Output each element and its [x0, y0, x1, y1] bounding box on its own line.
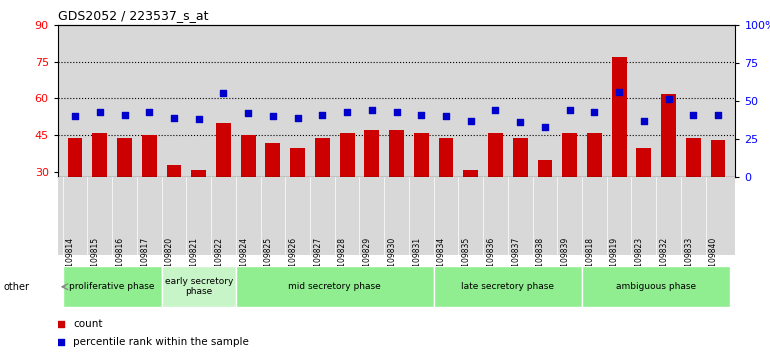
Point — [366, 107, 378, 113]
Bar — [162, 266, 236, 307]
Point — [440, 113, 452, 119]
Bar — [661, 93, 676, 246]
Point — [489, 107, 501, 113]
Text: other: other — [4, 282, 30, 292]
Point — [316, 112, 329, 118]
Bar — [62, 266, 162, 307]
Bar — [216, 123, 231, 246]
Bar — [513, 138, 527, 246]
Bar — [68, 138, 82, 246]
Bar — [191, 170, 206, 246]
Point — [464, 118, 477, 124]
Text: proliferative phase: proliferative phase — [69, 282, 155, 291]
Bar — [92, 133, 107, 246]
Bar — [364, 130, 380, 246]
Point — [341, 109, 353, 114]
Bar — [611, 57, 627, 246]
Bar — [236, 266, 434, 307]
Point — [662, 97, 675, 102]
Text: early secretory
phase: early secretory phase — [165, 277, 233, 296]
Point — [415, 112, 427, 118]
Bar — [537, 160, 552, 246]
Point — [687, 112, 699, 118]
Point — [390, 109, 403, 114]
Point — [564, 107, 576, 113]
Point — [217, 90, 229, 96]
Point — [242, 110, 254, 116]
Point — [266, 113, 279, 119]
Point — [252, 88, 264, 94]
Point — [638, 118, 650, 124]
Text: count: count — [73, 319, 102, 329]
Point — [69, 113, 81, 119]
Point — [94, 109, 106, 114]
Bar — [464, 170, 478, 246]
Text: ambiguous phase: ambiguous phase — [616, 282, 696, 291]
Bar — [142, 135, 156, 246]
Bar — [587, 133, 602, 246]
Point — [712, 112, 725, 118]
Bar — [562, 133, 577, 246]
Bar — [315, 138, 330, 246]
Point — [292, 115, 304, 120]
Point — [252, 250, 264, 255]
Point — [514, 119, 527, 125]
Bar — [290, 148, 305, 246]
Bar — [266, 143, 280, 246]
Bar — [582, 266, 731, 307]
Text: percentile rank within the sample: percentile rank within the sample — [73, 337, 249, 347]
Bar — [439, 138, 454, 246]
Point — [192, 116, 205, 122]
Point — [168, 115, 180, 120]
Bar — [434, 266, 582, 307]
Text: mid secretory phase: mid secretory phase — [288, 282, 381, 291]
Bar — [637, 148, 651, 246]
Point — [143, 109, 156, 114]
Bar — [389, 130, 404, 246]
Bar — [488, 133, 503, 246]
Bar — [117, 138, 132, 246]
Point — [588, 109, 601, 114]
Point — [539, 124, 551, 130]
Bar — [340, 133, 354, 246]
Bar — [711, 140, 725, 246]
Point — [119, 112, 131, 118]
Bar — [413, 133, 429, 246]
Bar — [166, 165, 182, 246]
Bar — [686, 138, 701, 246]
Text: GDS2052 / 223537_s_at: GDS2052 / 223537_s_at — [58, 9, 208, 22]
Bar — [241, 135, 256, 246]
Text: late secretory phase: late secretory phase — [461, 282, 554, 291]
Point — [613, 89, 625, 95]
